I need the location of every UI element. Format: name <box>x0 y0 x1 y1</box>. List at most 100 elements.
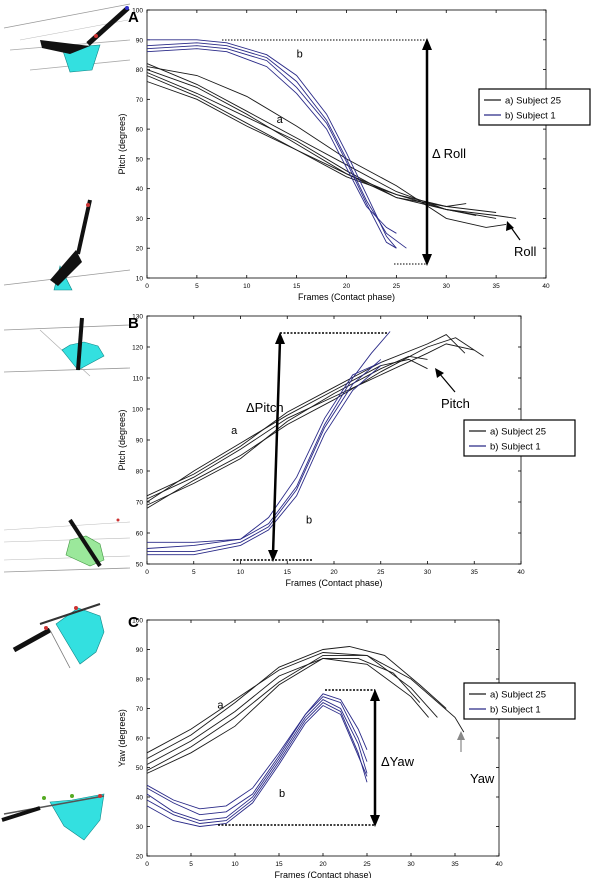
delta-pitch-arrow <box>271 339 282 555</box>
x-tick-label: 10 <box>237 569 245 576</box>
y-tick-label: 80 <box>136 469 144 476</box>
curve-group-label: b <box>297 49 303 61</box>
legend-entry: b) Subject 1 <box>505 111 556 122</box>
delta-roll-arrowhead-bottom <box>422 254 432 266</box>
x-axis-label: Frames (Contact phase) <box>274 870 371 878</box>
x-tick-label: 40 <box>542 283 550 290</box>
y-tick-label: 70 <box>136 97 144 104</box>
illustration-b-top <box>3 317 131 377</box>
x-tick-label: 10 <box>243 283 251 290</box>
y-tick-label: 20 <box>136 246 144 253</box>
series-line-subject-25 <box>146 646 447 759</box>
x-tick-label: 30 <box>407 861 415 868</box>
x-tick-label: 35 <box>471 569 479 576</box>
series-line-subject-1 <box>146 693 368 816</box>
plot-panel-c: 0 5 10 15 20 25 30 35 40 20 30 40 50 60 70 80 90 100 Frame… <box>117 618 576 878</box>
x-axis-label: Frames (Contact phase) <box>298 292 395 302</box>
series-line-subject-1 <box>147 365 382 556</box>
y-tick-label: 120 <box>132 345 143 352</box>
series-line-subject-25 <box>146 657 421 765</box>
curve-group-label: b <box>306 515 312 527</box>
x-tick-label: 0 <box>145 861 149 868</box>
series-line-subject-25 <box>146 657 429 774</box>
series-line-subject-1 <box>146 48 397 234</box>
x-tick-label: 5 <box>189 861 193 868</box>
delta-yaw-arrowhead-bottom <box>370 815 380 827</box>
y-tick-label: 40 <box>136 186 144 193</box>
series-line-subject-25 <box>146 337 484 509</box>
series-line-subject-1 <box>147 362 381 543</box>
x-tick-label: 15 <box>275 861 283 868</box>
curve-group-label: a <box>277 114 284 126</box>
series-line-subject-25 <box>146 63 477 216</box>
yaw-label: Yaw <box>470 771 495 786</box>
plot-frame <box>146 9 547 279</box>
x-tick-label: 30 <box>443 283 451 290</box>
legend-entry: a) Subject 25 <box>505 96 561 107</box>
y-tick-label: 100 <box>132 618 143 625</box>
y-tick-label: 50 <box>136 562 144 569</box>
legend-box <box>478 88 591 126</box>
series-line-subject-1 <box>147 359 382 553</box>
x-tick-label: 5 <box>195 283 199 290</box>
plot-panel-b: 0 5 10 15 20 25 30 35 40 50 60 70 80 90 100 110 120 130 Fr… <box>117 314 576 588</box>
illustration-a-top <box>3 3 131 73</box>
panel-label-a: A <box>128 9 139 26</box>
y-tick-label: 90 <box>136 438 144 445</box>
x-tick-label: 35 <box>451 861 459 868</box>
curve-group-label: a <box>231 425 238 437</box>
series-line-subject-25 <box>146 75 497 219</box>
series-line-subject-1 <box>146 45 397 249</box>
x-tick-label: 20 <box>319 861 327 868</box>
plot-panel-a: 0 5 10 15 20 25 30 35 40 10 20 30 40 50 60 70 80 90 100 Fra… <box>117 8 591 302</box>
delta-roll-label: Δ Roll <box>432 146 466 161</box>
y-tick-label: 110 <box>133 376 144 383</box>
panel-label-b: B <box>128 315 139 332</box>
y-tick-label: 60 <box>136 736 144 743</box>
series-line-subject-25 <box>146 334 466 497</box>
series-line-subject-25 <box>146 652 465 754</box>
illustration-b-bottom <box>3 518 131 573</box>
delta-roll-arrowhead-top <box>422 38 432 50</box>
series-line-subject-25 <box>146 72 467 207</box>
yaw-pointer-arrowhead <box>457 731 465 740</box>
y-axis-label: Yaw (degrees) <box>117 709 127 767</box>
pitch-pointer-arrowhead <box>435 368 444 378</box>
series-line-subject-25 <box>146 355 428 506</box>
x-axis-label: Frames (Contact phase) <box>285 578 382 588</box>
y-tick-label: 40 <box>136 795 144 802</box>
y-tick-label: 100 <box>132 8 143 15</box>
pitch-label: Pitch <box>441 396 470 411</box>
x-tick-label: 10 <box>231 861 239 868</box>
y-tick-label: 70 <box>136 706 144 713</box>
x-tick-label: 30 <box>424 569 432 576</box>
x-tick-label: 40 <box>517 569 525 576</box>
y-tick-label: 80 <box>136 67 144 74</box>
legend-entry: b) Subject 1 <box>490 705 541 716</box>
x-tick-label: 15 <box>284 569 292 576</box>
x-tick-label: 25 <box>363 861 371 868</box>
illustration-c-bottom <box>1 793 105 841</box>
series-line-subject-1 <box>146 696 368 810</box>
delta-pitch-label: ΔPitch <box>246 400 284 415</box>
series-line-subject-1 <box>146 699 368 822</box>
series-line-subject-1 <box>146 704 368 827</box>
delta-pitch-arrowhead-top <box>275 332 285 344</box>
x-tick-label: 0 <box>145 283 149 290</box>
y-tick-label: 50 <box>136 156 144 163</box>
y-tick-label: 60 <box>136 531 144 538</box>
x-tick-label: 20 <box>343 283 351 290</box>
y-tick-label: 70 <box>136 500 144 507</box>
series-line-subject-1 <box>147 39 397 249</box>
y-tick-label: 90 <box>136 37 144 44</box>
x-tick-label: 0 <box>145 569 149 576</box>
series-line-subject-25 <box>146 69 517 219</box>
curve-group-label: b <box>279 788 285 800</box>
panel-label-c: C <box>128 614 139 631</box>
legend-entry: a) Subject 25 <box>490 690 546 701</box>
series-line-subject-25 <box>146 358 428 503</box>
series-line-subject-25 <box>146 343 475 500</box>
series-line-subject-25 <box>146 81 497 213</box>
y-tick-label: 20 <box>136 854 144 861</box>
x-tick-label: 40 <box>495 861 503 868</box>
